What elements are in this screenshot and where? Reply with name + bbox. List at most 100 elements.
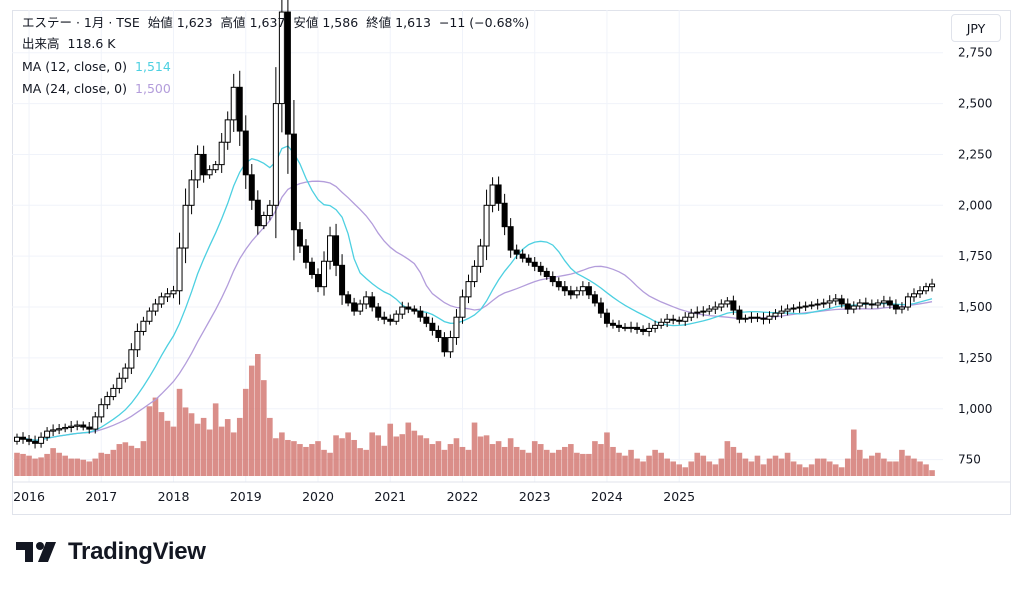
- volume-bar: [670, 461, 676, 476]
- candle: [652, 320, 659, 333]
- candle: [471, 260, 478, 288]
- candle: [212, 160, 219, 174]
- volume-bar: [351, 439, 357, 476]
- volume-bar: [357, 448, 363, 476]
- candle: [254, 190, 261, 235]
- candle-up-body: [104, 396, 111, 406]
- candle-up-body: [14, 436, 20, 442]
- volume-bar: [754, 455, 761, 476]
- ma24-label: MA (24, close, 0): [22, 81, 128, 96]
- candle: [923, 282, 930, 295]
- candle-down-body: [561, 286, 568, 292]
- candle-down-body: [676, 319, 683, 322]
- volume-bar: [369, 432, 375, 476]
- candle-down-body: [531, 261, 538, 267]
- volume-bar: [92, 458, 99, 476]
- candle: [399, 301, 406, 319]
- candle-up-body: [658, 321, 665, 326]
- candle-down-body: [555, 281, 562, 288]
- candle-up-body: [393, 313, 400, 322]
- volume-bar: [706, 461, 713, 476]
- candle: [736, 305, 743, 324]
- y-tick-label: 2,500: [958, 97, 992, 111]
- candle: [495, 176, 502, 211]
- open-value: 1,623: [176, 15, 213, 30]
- candle: [20, 432, 27, 444]
- candles: [14, 0, 936, 449]
- candle-down-body: [537, 265, 544, 272]
- x-tick-label: 2018: [158, 489, 190, 504]
- volume-bar: [309, 444, 315, 476]
- candle-down-body: [543, 270, 550, 278]
- candle: [423, 312, 430, 328]
- candle-up-body: [110, 387, 117, 398]
- volume-bar: [622, 455, 628, 476]
- ma12-line: [16, 145, 933, 441]
- volume-bar: [730, 446, 737, 476]
- volume-bar: [712, 464, 719, 476]
- volume-bar: [242, 388, 249, 476]
- candle-up-body: [573, 290, 580, 296]
- volume-bar: [694, 452, 701, 476]
- volume-bar: [519, 449, 526, 476]
- candle: [62, 423, 69, 433]
- volume-bar: [14, 452, 20, 476]
- volume-bar: [887, 461, 893, 476]
- candle-up-body: [748, 316, 755, 319]
- candle-down-body: [501, 202, 508, 228]
- tradingview-brand[interactable]: TradingView: [16, 538, 206, 566]
- candle: [375, 302, 382, 321]
- candle: [230, 73, 237, 132]
- candle: [778, 305, 785, 319]
- currency-button[interactable]: JPY: [951, 14, 1001, 42]
- candle: [345, 291, 352, 307]
- candle-up-body: [802, 305, 809, 308]
- volume-bar: [224, 419, 231, 476]
- volume-bar: [568, 444, 574, 476]
- candle-up-body: [182, 204, 189, 249]
- candle-up-body: [652, 324, 659, 329]
- candle: [86, 421, 93, 434]
- legend-volume[interactable]: 出来高 118.6 K: [22, 35, 119, 52]
- volume-bar: [26, 455, 32, 476]
- candle: [898, 302, 905, 314]
- volume-bar: [56, 452, 62, 476]
- candle: [278, 0, 285, 133]
- candle: [357, 299, 364, 315]
- candle-up-body: [477, 245, 484, 267]
- candle-down-body: [760, 317, 767, 320]
- candle: [146, 307, 153, 325]
- candle-down-body: [86, 426, 93, 430]
- volume-bar: [44, 453, 50, 476]
- legend-ma12[interactable]: MA (12, close, 0) 1,514: [22, 58, 175, 75]
- candle: [754, 312, 761, 323]
- volume-bar: [604, 432, 610, 476]
- candle-up-body: [808, 304, 815, 307]
- candle-up-body: [158, 296, 165, 305]
- candle: [296, 221, 303, 253]
- candle-up-body: [272, 103, 279, 206]
- volume-bar: [495, 441, 502, 476]
- volume-bar: [465, 449, 472, 476]
- symbol-label[interactable]: エステー · 1月 · TSE: [22, 15, 140, 30]
- candle-up-body: [164, 293, 171, 298]
- candle-down-body: [308, 261, 315, 275]
- volume-bar: [267, 417, 273, 476]
- candle-up-body: [718, 303, 725, 308]
- candle-up-body: [766, 315, 773, 320]
- candle: [513, 244, 520, 260]
- legend-ma24[interactable]: MA (24, close, 0) 1,500: [22, 80, 175, 97]
- candle: [591, 290, 598, 307]
- candle: [790, 304, 797, 313]
- volume-bar: [652, 449, 658, 476]
- candle: [676, 316, 683, 325]
- ma12-path: [16, 145, 933, 441]
- volume-bar: [905, 455, 911, 476]
- candle: [706, 305, 713, 315]
- candle: [910, 288, 917, 302]
- candle: [483, 189, 490, 261]
- volume-bar: [784, 452, 791, 476]
- candle: [646, 322, 653, 337]
- candle: [453, 309, 460, 345]
